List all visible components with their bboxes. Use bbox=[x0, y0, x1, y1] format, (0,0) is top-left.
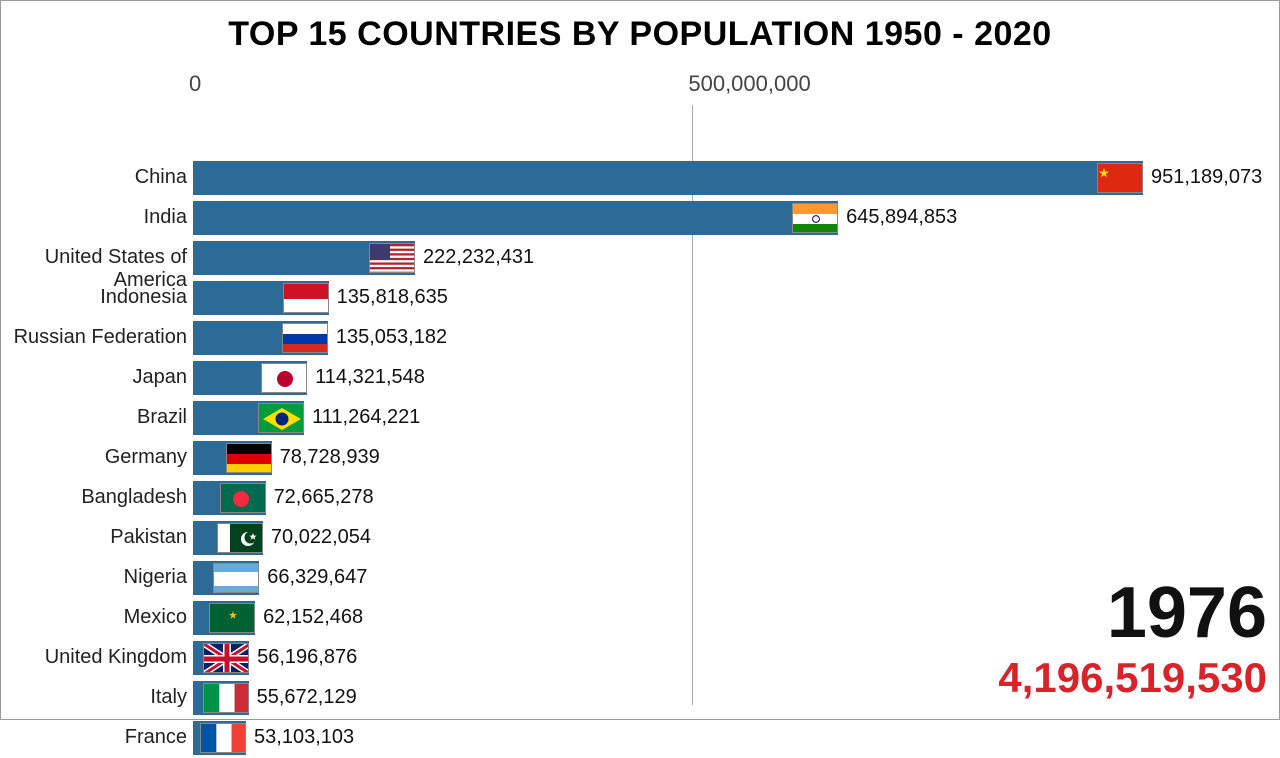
population-value: 70,022,054 bbox=[271, 526, 371, 549]
country-label: Japan bbox=[1, 366, 187, 389]
flag-icon bbox=[200, 723, 246, 753]
country-label: Nigeria bbox=[1, 566, 187, 589]
country-label: Brazil bbox=[1, 406, 187, 429]
country-label: Italy bbox=[1, 686, 187, 709]
population-value: 66,329,647 bbox=[267, 566, 367, 589]
chart-frame: TOP 15 COUNTRIES BY POPULATION 1950 - 20… bbox=[0, 0, 1280, 720]
axis-tick-label: 0 bbox=[189, 71, 201, 97]
population-value: 56,196,876 bbox=[257, 646, 357, 669]
flag-icon bbox=[213, 563, 259, 593]
flag-icon bbox=[282, 323, 328, 353]
country-label: Russian Federation bbox=[1, 326, 187, 349]
population-value: 114,321,548 bbox=[315, 366, 425, 389]
population-value: 135,818,635 bbox=[337, 286, 448, 309]
population-value: 645,894,853 bbox=[846, 206, 957, 229]
country-label: United Kingdom bbox=[1, 646, 187, 669]
axis-gridline bbox=[692, 105, 693, 705]
total-population: 4,196,519,530 bbox=[998, 657, 1267, 699]
country-label: Bangladesh bbox=[1, 486, 187, 509]
population-value: 72,665,278 bbox=[274, 486, 374, 509]
country-label: Germany bbox=[1, 446, 187, 469]
country-label: Indonesia bbox=[1, 286, 187, 309]
country-label: Pakistan bbox=[1, 526, 187, 549]
population-value: 53,103,103 bbox=[254, 726, 354, 749]
flag-icon bbox=[209, 603, 255, 633]
population-value: 55,672,129 bbox=[257, 686, 357, 709]
population-bar bbox=[193, 161, 1143, 195]
year-display: 1976 bbox=[1107, 577, 1267, 649]
flag-icon bbox=[226, 443, 272, 473]
flag-icon bbox=[1097, 163, 1143, 193]
population-value: 222,232,431 bbox=[423, 246, 534, 269]
flag-icon bbox=[792, 203, 838, 233]
flag-icon bbox=[258, 403, 304, 433]
population-value: 135,053,182 bbox=[336, 326, 447, 349]
flag-icon bbox=[283, 283, 329, 313]
flag-icon bbox=[203, 683, 249, 713]
population-bar bbox=[193, 201, 838, 235]
flag-icon bbox=[261, 363, 307, 393]
country-label: China bbox=[1, 166, 187, 189]
country-label: France bbox=[1, 726, 187, 749]
population-value: 111,264,221 bbox=[312, 406, 420, 429]
flag-icon bbox=[203, 643, 249, 673]
country-label: Mexico bbox=[1, 606, 187, 629]
flag-icon bbox=[220, 483, 266, 513]
axis-tick-label: 500,000,000 bbox=[688, 71, 810, 97]
population-value: 951,189,073 bbox=[1151, 166, 1262, 189]
chart-title: TOP 15 COUNTRIES BY POPULATION 1950 - 20… bbox=[1, 1, 1279, 54]
country-label: India bbox=[1, 206, 187, 229]
population-value: 62,152,468 bbox=[263, 606, 363, 629]
population-value: 78,728,939 bbox=[280, 446, 380, 469]
flag-icon bbox=[217, 523, 263, 553]
flag-icon bbox=[369, 243, 415, 273]
